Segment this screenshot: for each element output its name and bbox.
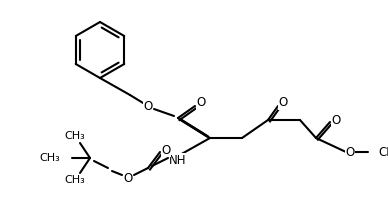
Text: CH₃: CH₃ xyxy=(65,131,85,141)
Text: O: O xyxy=(123,172,133,185)
Text: O: O xyxy=(161,144,171,157)
Text: O: O xyxy=(196,97,206,110)
Text: O: O xyxy=(278,97,288,110)
Text: CH₃: CH₃ xyxy=(39,153,60,163)
Text: NH: NH xyxy=(169,153,187,166)
Text: CH₃: CH₃ xyxy=(378,146,388,159)
Text: O: O xyxy=(345,146,355,159)
Text: O: O xyxy=(144,99,152,112)
Text: O: O xyxy=(331,114,341,127)
Text: CH₃: CH₃ xyxy=(65,175,85,185)
